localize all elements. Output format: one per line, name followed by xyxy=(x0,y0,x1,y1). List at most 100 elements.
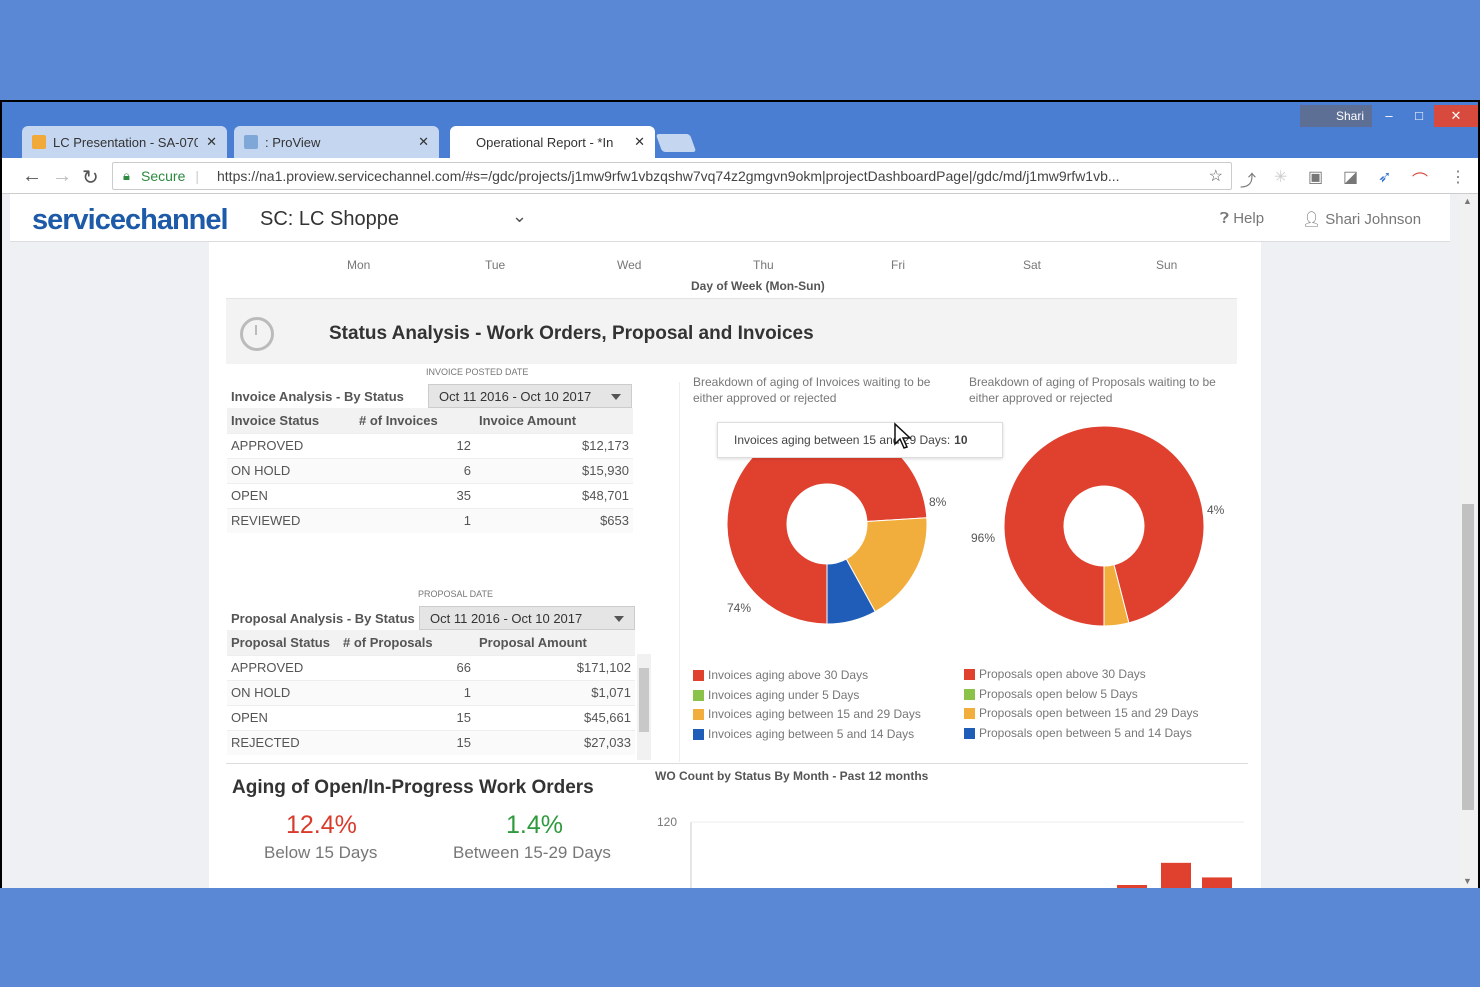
profile-button[interactable]: Shari xyxy=(1300,105,1372,127)
table-row: REJECTED 15 $27,033 xyxy=(227,729,635,755)
close-tab-icon[interactable]: ✕ xyxy=(206,134,217,149)
column-header[interactable]: Invoice Amount xyxy=(475,408,633,433)
table-row: REVIEWED 1 $653 xyxy=(227,507,633,533)
proposal-date-caption: PROPOSAL DATE xyxy=(418,589,494,599)
legend-label: Proposals open between 15 and 29 Days xyxy=(979,706,1199,720)
proposal-table: Proposal Status # of Proposals Proposal … xyxy=(227,630,635,755)
help-label: Help xyxy=(1233,210,1265,227)
report-content: Mon Tue Wed Thu Fri Sat Sun Day of Week … xyxy=(209,242,1261,888)
legend-item[interactable]: Invoices aging under 5 Days xyxy=(693,688,859,702)
extension-icon[interactable]: ◪ xyxy=(1343,169,1359,186)
scroll-down-icon[interactable]: ▼ xyxy=(1463,876,1472,886)
status-cell: OPEN xyxy=(227,482,355,508)
user-menu[interactable]: 👤︎ Shari Johnson xyxy=(1302,210,1421,228)
proview-icon xyxy=(244,135,258,149)
url-separator: | xyxy=(195,168,199,184)
help-link[interactable]: ❓︎ Help xyxy=(1220,210,1264,227)
legend-item[interactable]: Invoices aging between 15 and 29 Days xyxy=(693,707,921,721)
mouse-cursor-icon xyxy=(894,422,912,449)
legend-item[interactable]: Proposals open between 15 and 29 Days xyxy=(964,706,1199,720)
column-header[interactable]: # of Proposals xyxy=(339,630,475,655)
donut-slice[interactable] xyxy=(826,558,876,625)
legend-swatch xyxy=(693,669,704,681)
close-tab-icon[interactable]: ✕ xyxy=(418,134,429,149)
aging-title: Aging of Open/In-Progress Work Orders xyxy=(232,777,594,798)
legend-label: Proposals open between 5 and 14 Days xyxy=(979,726,1192,740)
section-divider xyxy=(226,763,1248,764)
maximize-icon[interactable]: □ xyxy=(1415,108,1423,123)
extension-icon[interactable]: ⤴ xyxy=(1240,173,1257,190)
forward-icon[interactable]: → xyxy=(52,165,72,187)
amount-cell: $27,033 xyxy=(475,729,635,755)
status-analysis-header: Status Analysis - Work Orders, Proposal … xyxy=(226,298,1237,364)
status-cell: ON HOLD xyxy=(227,679,339,705)
reload-icon[interactable]: ↻ xyxy=(82,167,99,189)
slice-label: 74% xyxy=(727,601,751,615)
scroll-thumb[interactable] xyxy=(1462,504,1474,810)
date-range-text: Oct 11 2016 - Oct 10 2017 xyxy=(439,388,592,404)
tab-title: Operational Report - *In xyxy=(476,134,614,150)
bookmark-star-icon[interactable]: ☆ xyxy=(1208,168,1223,185)
scroll-thumb[interactable] xyxy=(639,668,649,732)
invoice-date-filter[interactable]: Oct 11 2016 - Oct 10 2017 xyxy=(428,384,632,408)
clock-icon xyxy=(240,317,274,351)
legend-item[interactable]: Invoices aging between 5 and 14 Days xyxy=(693,727,914,741)
legend-item[interactable]: Proposals open above 30 Days xyxy=(964,667,1146,681)
tab-lc-presentation[interactable]: LC Presentation - SA-070 ✕ xyxy=(22,126,227,158)
extension-icon[interactable]: ✳ xyxy=(1274,169,1288,186)
divider xyxy=(679,382,680,762)
chart-tooltip: Invoices aging between 15 and 29 Days: 1… xyxy=(717,422,1003,458)
legend-item[interactable]: Proposals open between 5 and 14 Days xyxy=(964,726,1192,740)
user-name: Shari Johnson xyxy=(1325,211,1422,228)
wo-chart-title: WO Count by Status By Month - Past 12 mo… xyxy=(655,769,929,783)
tab-operational-report[interactable]: Operational Report - *In ✕ xyxy=(450,126,655,158)
scroll-up-icon[interactable]: ▲ xyxy=(1463,196,1472,206)
column-header[interactable]: Proposal Status xyxy=(227,630,339,655)
count-cell: 12 xyxy=(355,432,475,458)
proposal-date-filter[interactable]: Oct 11 2016 - Oct 10 2017 xyxy=(419,606,635,630)
tooltip-value: 10 xyxy=(954,433,968,447)
rocket-icon[interactable]: ➶ xyxy=(1378,169,1392,186)
url-text: https://na1.proview.servicechannel.com/#… xyxy=(217,168,1120,184)
help-icon: ❓︎ xyxy=(1220,210,1230,227)
column-header[interactable]: # of Invoices xyxy=(355,408,475,433)
close-tab-icon[interactable]: ✕ xyxy=(634,134,645,149)
address-bar: ← → ↻ 🔒︎ Secure | https://na1.proview.se… xyxy=(2,158,1478,194)
bar[interactable] xyxy=(1202,877,1232,888)
date-range-text: Oct 11 2016 - Oct 10 2017 xyxy=(430,610,583,626)
donut-slice[interactable] xyxy=(1103,564,1130,627)
menu-icon[interactable]: ⋮ xyxy=(1450,169,1466,186)
axis-day: Mon xyxy=(347,258,371,272)
slice-label: 8% xyxy=(929,495,947,509)
page-scrollbar[interactable]: ▲ ▼ xyxy=(1460,194,1476,888)
column-header[interactable]: Proposal Amount xyxy=(475,630,635,655)
close-window-icon[interactable]: ✕ xyxy=(1434,105,1478,127)
table-row: APPROVED 12 $12,173 xyxy=(227,432,633,458)
extension-icon[interactable]: ⌒ xyxy=(1412,173,1429,190)
org-selector[interactable]: SC: LC Shoppe xyxy=(260,208,399,230)
donut-slice[interactable] xyxy=(1003,425,1205,627)
new-tab-button[interactable] xyxy=(655,134,697,152)
axis-day: Fri xyxy=(891,258,905,272)
status-cell: ON HOLD xyxy=(227,457,355,483)
table-scrollbar[interactable] xyxy=(637,654,651,760)
tab-title: LC Presentation - SA-070 xyxy=(53,134,199,150)
legend-label: Proposals open above 30 Days xyxy=(979,667,1146,681)
extension-icon[interactable]: ▣ xyxy=(1308,169,1324,186)
servicechannel-logo[interactable]: servicechannel xyxy=(32,204,229,236)
column-header[interactable]: Invoice Status xyxy=(227,408,355,433)
back-icon[interactable]: ← xyxy=(22,165,42,187)
lock-icon: 🔒︎ xyxy=(123,168,130,183)
tab-proview[interactable]: : ProView ✕ xyxy=(234,126,439,158)
secure-label: Secure xyxy=(141,168,186,184)
bar[interactable] xyxy=(1117,885,1147,888)
legend-item[interactable]: Proposals open below 5 Days xyxy=(964,687,1138,701)
bar[interactable] xyxy=(1161,862,1191,888)
legend-label: Invoices aging under 5 Days xyxy=(708,688,860,702)
chevron-down-icon[interactable]: ⌄ xyxy=(512,206,528,226)
donut-slice[interactable] xyxy=(845,517,928,613)
legend-item[interactable]: Invoices aging above 30 Days xyxy=(693,668,868,682)
status-cell: APPROVED xyxy=(227,654,339,680)
url-field[interactable]: 🔒︎ Secure | https://na1.proview.servicec… xyxy=(112,162,1232,190)
minimize-icon[interactable]: – xyxy=(1385,108,1393,123)
